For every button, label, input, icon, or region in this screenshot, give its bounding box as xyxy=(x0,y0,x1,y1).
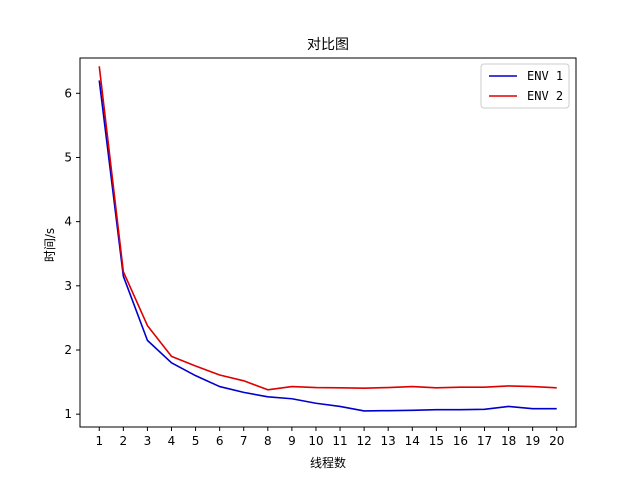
x-tick-label: 11 xyxy=(332,434,347,448)
x-tick-label: 4 xyxy=(168,434,176,448)
y-axis-label: 时间/s xyxy=(43,228,57,262)
y-tick-label: 1 xyxy=(64,407,72,421)
x-tick-label: 10 xyxy=(308,434,323,448)
x-tick-label: 7 xyxy=(240,434,248,448)
x-tick-label: 14 xyxy=(405,434,420,448)
x-tick-label: 17 xyxy=(477,434,492,448)
plot-frame xyxy=(79,57,577,428)
y-tick-label: 4 xyxy=(64,215,72,229)
legend-label: ENV 1 xyxy=(527,69,563,83)
x-tick-label: 16 xyxy=(453,434,468,448)
x-tick-label: 1 xyxy=(95,434,103,448)
x-tick-label: 19 xyxy=(525,434,540,448)
x-tick-label: 18 xyxy=(501,434,516,448)
y-tick-label: 5 xyxy=(64,150,72,164)
y-tick-label: 2 xyxy=(64,343,72,357)
y-tick-label: 6 xyxy=(64,86,72,100)
x-axis-label: 线程数 xyxy=(310,455,346,470)
x-tick-label: 13 xyxy=(381,434,396,448)
legend-label: ENV 2 xyxy=(527,89,563,103)
series-line-env-1 xyxy=(98,80,557,412)
x-tick-label: 8 xyxy=(264,434,272,448)
series-line-env-2 xyxy=(98,66,557,391)
x-tick-label: 2 xyxy=(120,434,128,448)
x-tick-label: 5 xyxy=(192,434,200,448)
x-tick-label: 3 xyxy=(144,434,152,448)
x-tick-label: 6 xyxy=(216,434,224,448)
legend-box xyxy=(480,63,570,109)
x-tick-label: 20 xyxy=(549,434,564,448)
x-tick-label: 9 xyxy=(288,434,296,448)
x-tick-label: 15 xyxy=(429,434,444,448)
legend: ENV 1 ENV 2 xyxy=(480,63,570,109)
x-tick-label: 12 xyxy=(356,434,371,448)
y-tick-label: 3 xyxy=(64,279,72,293)
chart-title: 对比图 xyxy=(307,37,349,53)
